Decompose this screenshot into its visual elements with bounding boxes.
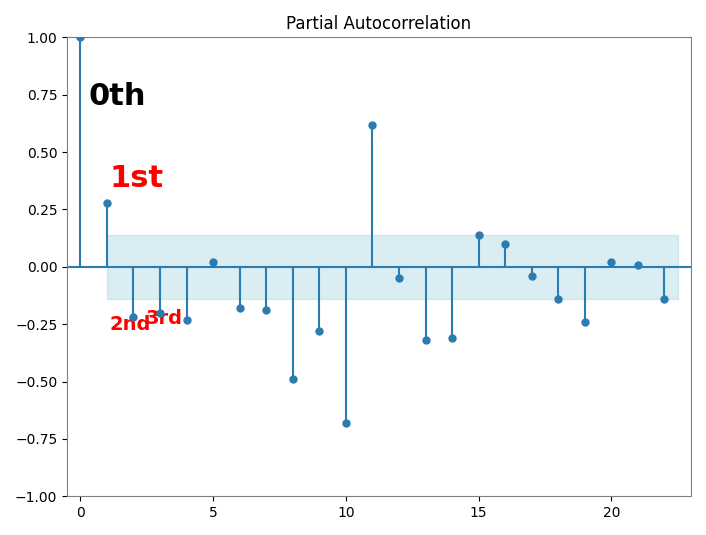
Title: Partial Autocorrelation: Partial Autocorrelation [287, 15, 472, 33]
Text: 3rd: 3rd [145, 309, 182, 327]
Text: 2nd: 2nd [109, 316, 151, 334]
Text: 1st: 1st [109, 164, 164, 193]
Text: 0th: 0th [88, 82, 146, 111]
